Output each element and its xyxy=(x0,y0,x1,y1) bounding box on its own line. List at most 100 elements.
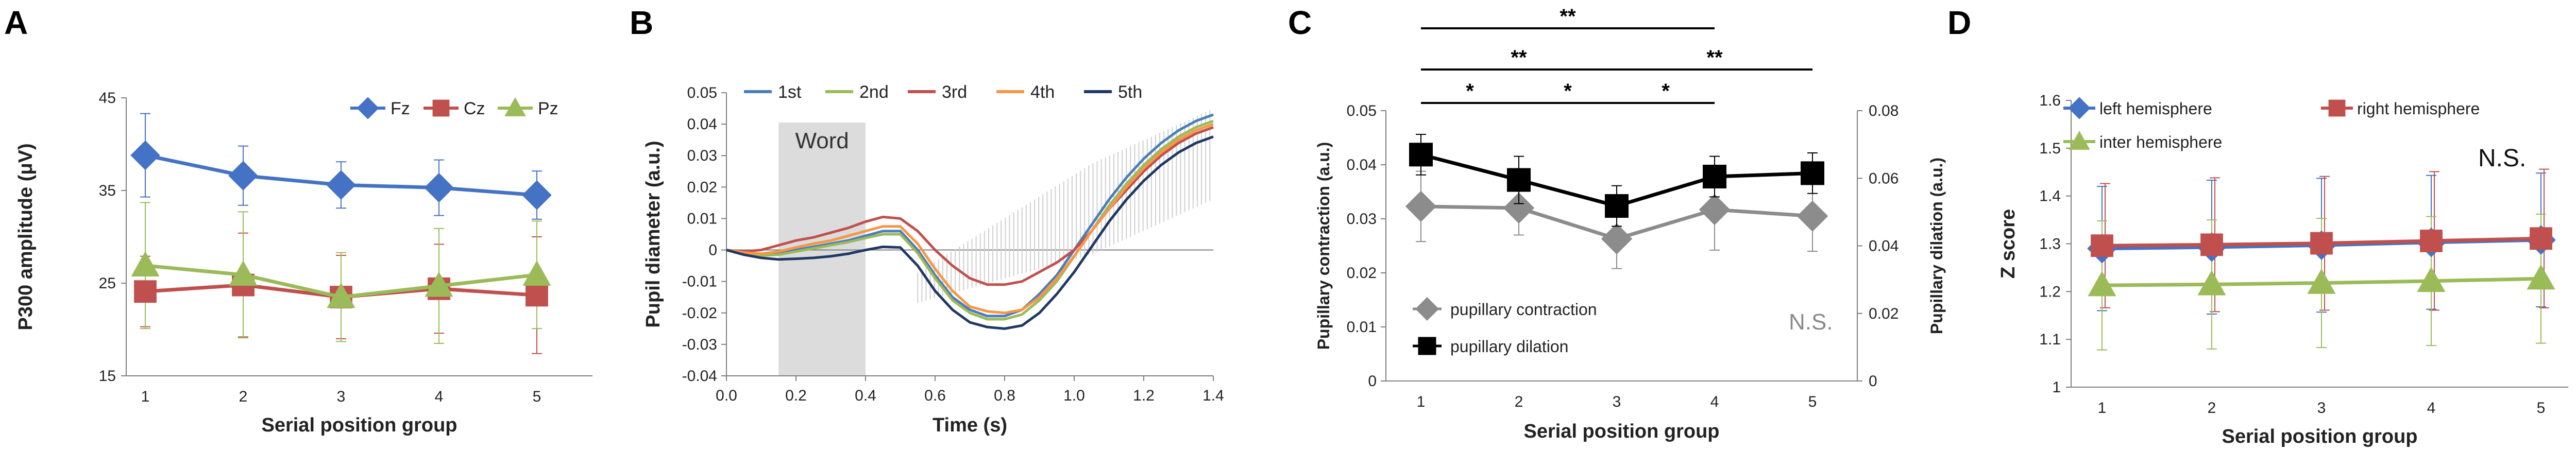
data-point xyxy=(1797,200,1828,232)
x-tick-label: 5 xyxy=(533,388,541,405)
y-tick-label: 0 xyxy=(708,242,717,259)
data-point xyxy=(327,283,355,308)
data-point xyxy=(522,260,551,286)
y-axis-right-title: Pupillary dilation (a.u.) xyxy=(1927,158,1946,334)
y-tick-label: 0.05 xyxy=(1347,102,1377,119)
y-tick-label: 0.02 xyxy=(1347,265,1377,282)
data-point xyxy=(2417,267,2446,292)
y-tick-label: 0.02 xyxy=(687,179,717,196)
x-tick-label: 2 xyxy=(239,388,248,405)
x-tick-label: 0.6 xyxy=(924,387,946,404)
panel-c-chart: 0 0.01 0.02 0.03 0.04 0.05 0 0.02 0.04 0.06 0.08 1 2… xyxy=(1314,5,1946,442)
legend-label: pupillary contraction xyxy=(1450,300,1597,319)
data-point xyxy=(134,280,157,303)
data-point xyxy=(130,140,160,170)
x-tick-label: 4 xyxy=(2427,400,2436,417)
y-right-tick-label: 0 xyxy=(1869,373,1877,390)
data-point xyxy=(2527,264,2555,290)
data-point xyxy=(229,260,258,286)
x-tick-label: 2 xyxy=(2208,400,2216,417)
x-tick-label: 1.2 xyxy=(1133,387,1155,404)
x-tick-label: 1 xyxy=(1417,393,1426,410)
x-tick-label: 1 xyxy=(141,388,150,405)
y-tick-label: 1.4 xyxy=(2039,188,2061,205)
data-point xyxy=(1601,223,1633,255)
data-point xyxy=(131,251,160,276)
x-tick-label: 5 xyxy=(2537,400,2546,417)
x-tick-label: 0.4 xyxy=(855,387,876,404)
data-point xyxy=(2197,270,2226,296)
legend-label: Cz xyxy=(464,99,485,118)
x-tick-label: 2 xyxy=(1515,393,1523,410)
x-tick-label: 0.2 xyxy=(785,387,807,404)
data-point xyxy=(2088,271,2116,297)
panel-letter: C xyxy=(1288,4,1312,41)
panel-letter: D xyxy=(1947,4,1971,41)
y-tick-label: -0.03 xyxy=(682,336,717,353)
legend-marker xyxy=(2068,97,2091,119)
data-point xyxy=(1507,168,1531,192)
x-axis-title: Serial position group xyxy=(2222,426,2417,447)
y-tick-label: -0.04 xyxy=(682,368,717,385)
series-line xyxy=(726,113,1214,318)
significance-label: ** xyxy=(1706,46,1723,69)
annotation-ns: N.S. xyxy=(1789,309,1833,335)
x-tick-label: 4 xyxy=(1710,393,1719,410)
y-right-tick-label: 0.04 xyxy=(1869,238,1899,255)
y-tick-label: 1.5 xyxy=(2039,140,2061,157)
legend-marker xyxy=(432,99,450,117)
y-tick-label: 0.04 xyxy=(687,116,717,133)
y-tick-label: 1.1 xyxy=(2039,331,2061,348)
x-tick-label: 3 xyxy=(1613,393,1621,410)
data-point xyxy=(2200,233,2223,256)
series-line xyxy=(726,135,1214,330)
data-point xyxy=(228,161,258,190)
x-tick-label: 0.0 xyxy=(716,387,737,404)
data-point xyxy=(526,284,548,307)
data-point xyxy=(1801,161,1824,185)
data-point xyxy=(1699,194,1731,226)
y-tick-label: 1 xyxy=(2052,379,2061,396)
legend-label: 3rd xyxy=(942,82,967,102)
x-tick-label: 1.0 xyxy=(1063,387,1085,404)
data-point xyxy=(522,180,552,210)
stimulus-window-label: Word xyxy=(795,128,849,153)
data-point xyxy=(2530,227,2552,250)
legend-marker xyxy=(2069,130,2090,150)
legend-label: inter hemisphere xyxy=(2099,133,2222,151)
data-point xyxy=(2091,234,2113,257)
x-tick-label: 1.4 xyxy=(1202,387,1224,404)
x-tick-label: 0.8 xyxy=(994,387,1015,404)
data-point xyxy=(2310,232,2333,255)
y-tick-label: 0.04 xyxy=(1347,157,1377,174)
x-tick-label: 3 xyxy=(2317,400,2326,417)
y-tick-label: -0.02 xyxy=(682,305,717,322)
series-line xyxy=(726,123,1214,315)
y-tick-label: 0.01 xyxy=(1347,319,1377,336)
y-tick-label: 0 xyxy=(1368,373,1377,390)
y-right-tick-label: 0.06 xyxy=(1869,170,1899,187)
x-tick-label: 3 xyxy=(337,388,346,405)
data-point xyxy=(1503,192,1535,224)
legend-label: pupillary dilation xyxy=(1450,337,1568,356)
data-point xyxy=(425,271,453,297)
series-line xyxy=(726,126,1214,286)
x-axis-title: Time (s) xyxy=(933,414,1007,436)
legend-label: Pz xyxy=(538,99,558,118)
x-tick-label: 4 xyxy=(435,388,444,405)
legend-marker xyxy=(504,97,526,116)
legend-label: 1st xyxy=(778,82,802,102)
panel-letter: A xyxy=(4,4,28,41)
data-point xyxy=(1703,164,1726,188)
data-point xyxy=(1605,194,1629,218)
y-tick-label: 0.05 xyxy=(687,84,717,101)
significance-label: * xyxy=(1564,80,1572,102)
y-tick-label: 35 xyxy=(99,182,116,199)
data-point xyxy=(424,172,454,203)
y-tick-label: -0.01 xyxy=(682,273,717,290)
data-point xyxy=(2420,230,2443,252)
panel-d-chart: 1 1.1 1.2 1.3 1.4 1.5 1.6 1 2 3 4 5 Serial position … xyxy=(1997,92,2568,447)
y-tick-label: 1.6 xyxy=(2039,92,2061,109)
y-tick-label: 0.01 xyxy=(687,210,717,227)
